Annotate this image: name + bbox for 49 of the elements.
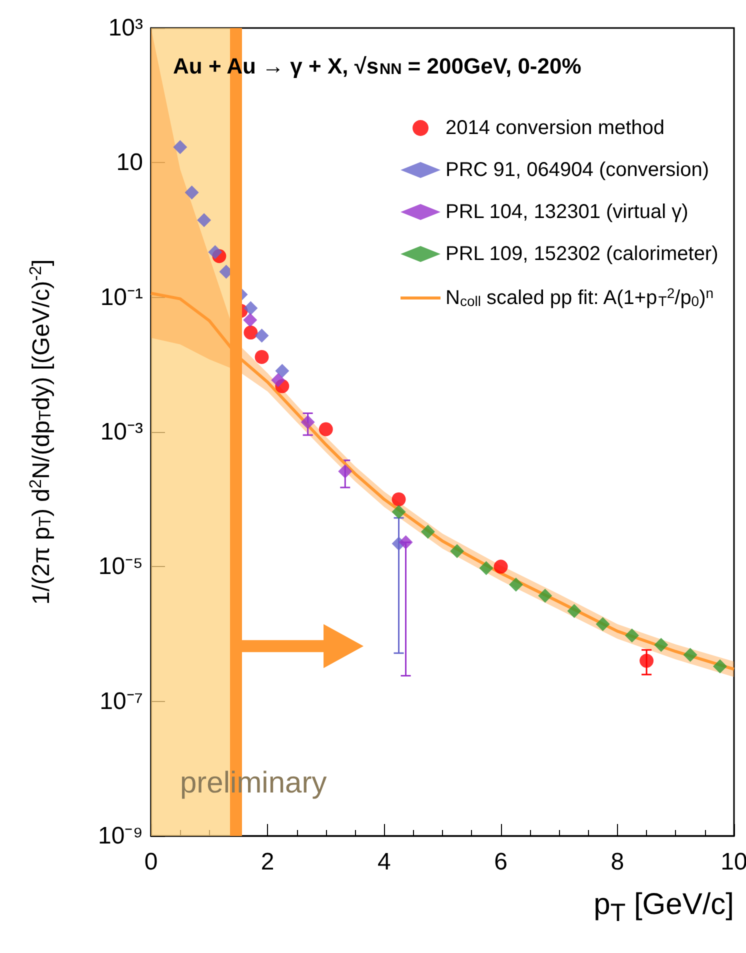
point [683, 648, 698, 662]
point [654, 638, 668, 652]
point [392, 492, 406, 506]
y-tick-label: 10⁻⁷ [100, 688, 143, 715]
point [508, 578, 523, 592]
point [450, 544, 464, 558]
point [300, 415, 315, 430]
y-tick-label: 10⁻³ [100, 418, 144, 446]
x-tick-label: 8 [610, 848, 624, 876]
point [640, 654, 654, 668]
point [713, 659, 728, 674]
y-tick-label: 10⁻⁵ [98, 553, 143, 580]
point [184, 186, 199, 200]
point [275, 364, 290, 378]
point [624, 628, 639, 642]
y-tick-label: 10⁻⁹ [98, 822, 143, 850]
text: 1/(2π pT) d2N/(dpTdy) [(GeV/c)-2] [26, 259, 55, 605]
y-tick-label: 10³ [108, 14, 144, 42]
point [494, 560, 508, 574]
point [338, 464, 352, 478]
point [197, 213, 212, 228]
legend-label: PRL 104, 132301 (virtual γ) [446, 201, 688, 223]
x-tick-label: 2 [260, 848, 274, 876]
point [254, 328, 269, 343]
point [254, 350, 269, 364]
point [318, 422, 333, 436]
point [392, 504, 406, 519]
point [398, 535, 413, 550]
point [208, 245, 222, 260]
point [567, 604, 582, 618]
point [173, 140, 188, 154]
text: Au + Au → γ + X, √sNN = 200GeV, 0-20% [173, 54, 582, 78]
x-tick-label: 0 [144, 848, 158, 876]
legend-label: PRL 109, 152302 (calorimeter) [446, 243, 718, 265]
x-tick-label: 6 [494, 848, 508, 876]
point [243, 313, 258, 328]
point [596, 617, 610, 632]
point [538, 588, 552, 603]
y-tick-label: 10 [116, 149, 143, 176]
point [479, 561, 494, 576]
point [271, 373, 286, 388]
y-tick-label: 10⁻¹ [100, 284, 144, 311]
legend-label: 2014 conversion method [446, 117, 665, 139]
point [244, 326, 258, 340]
x-axis-title: p$_{T}$ [GeV/c] [594, 888, 734, 928]
point [244, 301, 258, 316]
point [420, 524, 435, 539]
legend-label: PRC 91, 064904 (conversion) [446, 159, 710, 181]
x-tick-label: 4 [378, 848, 391, 876]
